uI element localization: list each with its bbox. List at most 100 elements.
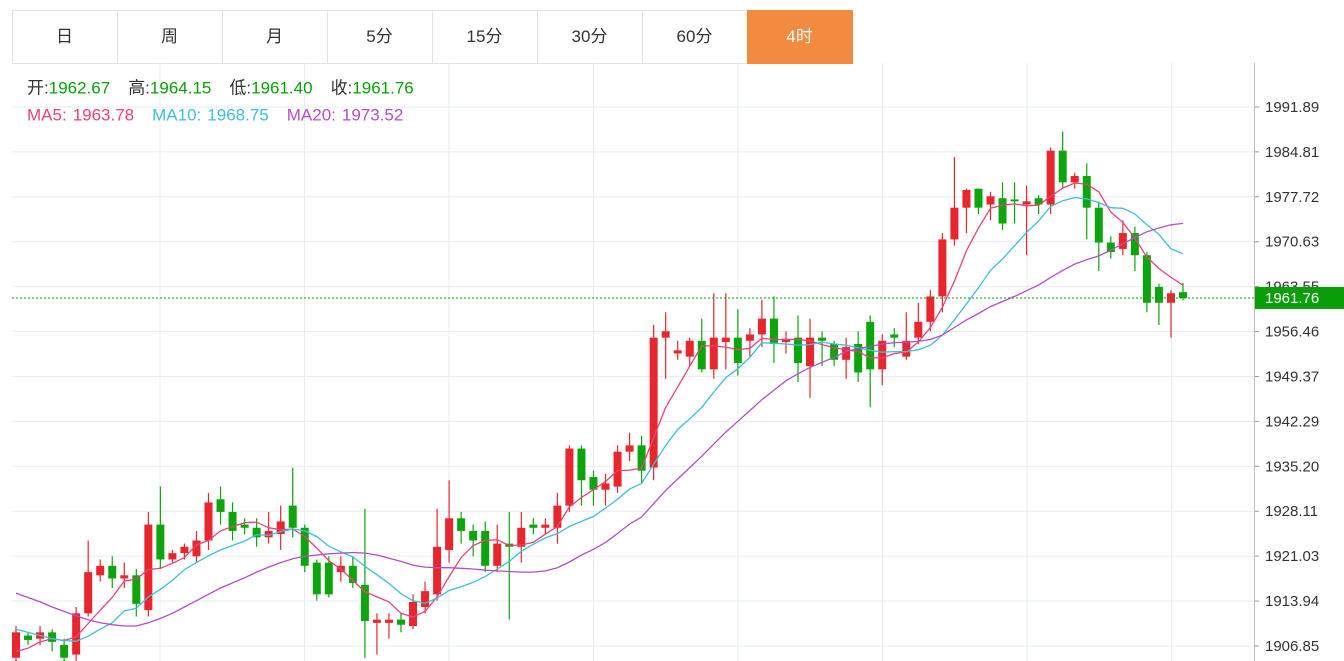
ohlc-value: 1964.15 — [150, 78, 211, 97]
candle-body — [685, 340, 694, 357]
ma-line — [15, 182, 1184, 653]
candle-body — [1058, 150, 1067, 183]
y-tick-label: 1991.89 — [1265, 99, 1319, 116]
candle-body — [324, 562, 333, 595]
tab-label[interactable]: 月 — [266, 27, 283, 46]
candle-body — [240, 524, 249, 528]
candle-body — [469, 530, 478, 541]
ma-legend-value: 1963.78 — [73, 105, 134, 124]
last-price-box — [1255, 286, 1344, 309]
candle-body — [24, 635, 33, 640]
candle-body — [902, 340, 911, 357]
candle-body — [156, 524, 165, 560]
candle-body — [228, 511, 237, 531]
y-tick-label: 1928.11 — [1265, 503, 1318, 520]
candle-body — [288, 505, 297, 528]
tab-label[interactable]: 15分 — [467, 27, 503, 46]
tab-label[interactable]: 60分 — [677, 27, 713, 46]
ma-line — [15, 222, 1184, 627]
candle-body — [1166, 293, 1175, 303]
ma-legend-name: MA20: — [287, 105, 336, 124]
candle-body — [12, 632, 20, 658]
tab[interactable] — [537, 10, 643, 64]
candle-body — [108, 565, 117, 579]
candle-body — [276, 521, 285, 535]
tab-label[interactable]: 5分 — [366, 27, 392, 46]
candle-body — [794, 337, 803, 363]
candle-body — [445, 518, 454, 550]
candle-body — [1154, 286, 1163, 303]
candle-body — [613, 451, 622, 487]
tab-bar: 日 周 月 5分 15分 30分 60分 4时 — [12, 10, 853, 64]
candle-body — [84, 572, 93, 614]
ohlc-label: 低: — [229, 78, 251, 97]
candle-body — [360, 584, 369, 621]
tab[interactable] — [432, 10, 538, 64]
tab[interactable] — [327, 10, 433, 64]
candle-body — [481, 530, 490, 566]
candle-body — [769, 318, 778, 344]
candle-body — [48, 632, 57, 642]
candle-body — [1034, 198, 1043, 205]
y-tick-label: 1942.29 — [1265, 413, 1319, 430]
candle-body — [974, 188, 983, 208]
candle-body — [457, 518, 466, 531]
candle-body — [421, 591, 430, 607]
candle-body — [1070, 176, 1079, 183]
candle-body — [757, 318, 766, 335]
candle-body — [1082, 176, 1091, 208]
candle-body — [372, 619, 381, 623]
y-tick-label: 1984.81 — [1265, 144, 1319, 161]
tab[interactable] — [222, 10, 328, 64]
tab-label[interactable]: 日 — [56, 27, 73, 46]
candle-body — [854, 343, 863, 373]
tab-label[interactable]: 30分 — [572, 27, 608, 46]
candle-body — [1106, 242, 1115, 253]
candle-body — [890, 334, 899, 338]
candle-body — [721, 337, 730, 343]
candle-body — [866, 321, 875, 370]
y-tick-label: 1913.94 — [1265, 593, 1319, 610]
candle-body — [72, 613, 81, 655]
tab[interactable] — [12, 10, 118, 64]
candle-body — [601, 483, 610, 490]
ohlc-value: 1961.76 — [352, 78, 413, 97]
tab[interactable] — [117, 10, 223, 64]
candle-body — [409, 601, 418, 627]
candle-body — [348, 565, 357, 583]
y-tick-label: 1956.46 — [1265, 324, 1319, 341]
candle-body — [1010, 199, 1019, 202]
candle-body — [842, 347, 851, 360]
y-tick-label: 1935.20 — [1265, 458, 1319, 475]
candle-body — [1118, 233, 1127, 249]
y-tick-label: 1906.85 — [1265, 638, 1319, 655]
candle-body — [433, 546, 442, 595]
ma-legend-value: 1973.52 — [342, 105, 403, 124]
candle-body — [60, 645, 69, 658]
candle-body — [938, 239, 947, 297]
ma-legend-name: MA5: — [27, 105, 67, 124]
candle-body — [180, 546, 189, 554]
candle-body — [986, 196, 995, 205]
candle-body — [950, 207, 959, 240]
candle-body — [914, 321, 923, 338]
tab-label[interactable]: 4时 — [786, 27, 812, 46]
candle-body — [192, 540, 201, 557]
candle-body — [998, 198, 1007, 224]
tab[interactable] — [642, 10, 748, 64]
y-tick-label: 1921.03 — [1265, 548, 1319, 565]
candle-body — [384, 619, 393, 623]
tab-label[interactable]: 周 — [161, 27, 178, 46]
candle-body — [1179, 292, 1187, 298]
candle-body — [204, 502, 213, 541]
candle-body — [673, 350, 682, 354]
candle-body — [553, 505, 562, 528]
candle-body — [878, 340, 887, 370]
candle-body — [565, 448, 574, 506]
legend: 开: 1962.67 高: 1964.15 低: 1961.40 收: 1961.76 MA5:… — [27, 78, 414, 124]
last-price-label: 1961.76 — [1265, 290, 1319, 307]
candle-body — [806, 337, 815, 367]
tab-active[interactable] — [747, 10, 853, 64]
